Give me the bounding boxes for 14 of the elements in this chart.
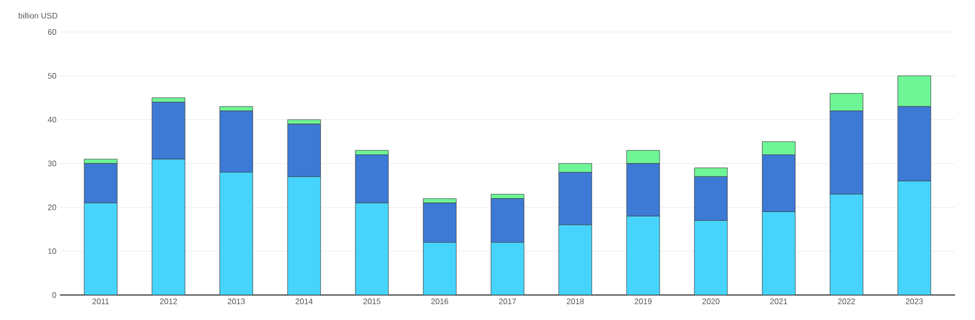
bar [490,242,524,295]
bar [626,216,660,295]
bar [762,211,796,295]
bar [490,198,524,243]
bar [830,194,864,295]
bar [422,242,456,295]
bar [355,202,389,295]
bar [220,172,254,295]
bar [152,158,186,295]
bar [84,202,118,295]
bar [558,224,592,295]
bar [287,176,321,295]
bar [694,220,728,295]
bar [898,180,932,295]
